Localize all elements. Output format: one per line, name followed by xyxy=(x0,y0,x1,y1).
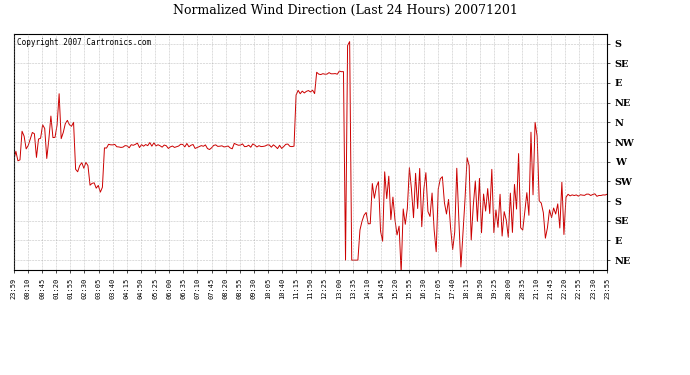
Text: Copyright 2007 Cartronics.com: Copyright 2007 Cartronics.com xyxy=(17,39,151,48)
Text: Normalized Wind Direction (Last 24 Hours) 20071201: Normalized Wind Direction (Last 24 Hours… xyxy=(172,4,518,17)
